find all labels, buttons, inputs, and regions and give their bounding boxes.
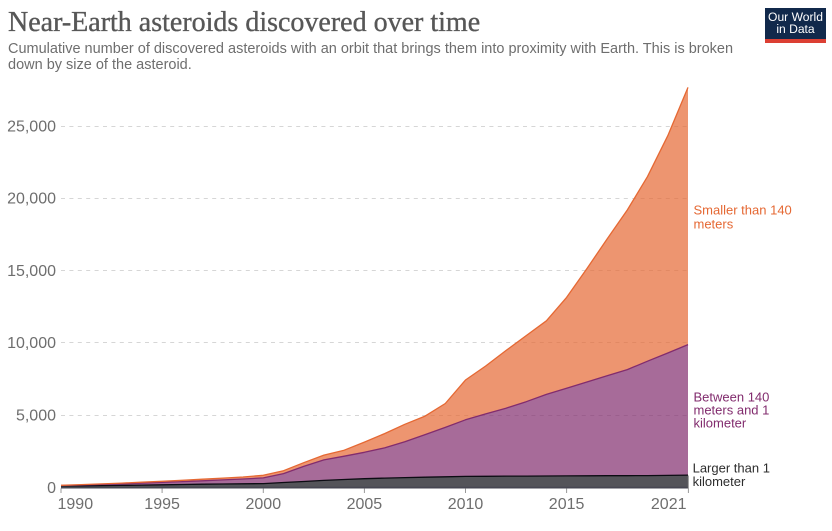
svg-text:2010: 2010 (448, 496, 484, 513)
svg-text:Smaller than 140: Smaller than 140 (694, 203, 792, 218)
svg-text:Our World: Our World (768, 10, 823, 24)
svg-text:2015: 2015 (549, 496, 585, 513)
svg-text:0: 0 (47, 480, 56, 497)
svg-text:5,000: 5,000 (16, 407, 56, 424)
svg-text:kilometer: kilometer (693, 474, 746, 489)
svg-text:Larger than 1: Larger than 1 (693, 460, 770, 475)
svg-text:1990: 1990 (58, 496, 94, 513)
svg-text:1995: 1995 (144, 496, 180, 513)
svg-text:20,000: 20,000 (7, 191, 56, 208)
svg-text:10,000: 10,000 (7, 335, 56, 352)
svg-text:meters and 1: meters and 1 (694, 403, 770, 418)
svg-text:in Data: in Data (776, 22, 815, 36)
svg-text:meters: meters (694, 216, 734, 231)
svg-text:25,000: 25,000 (7, 118, 56, 135)
svg-text:2021: 2021 (651, 496, 687, 513)
svg-text:15,000: 15,000 (7, 263, 56, 280)
svg-text:2000: 2000 (246, 496, 282, 513)
svg-text:Between 140: Between 140 (694, 389, 770, 404)
svg-text:kilometer: kilometer (694, 415, 747, 430)
svg-text:2005: 2005 (347, 496, 383, 513)
